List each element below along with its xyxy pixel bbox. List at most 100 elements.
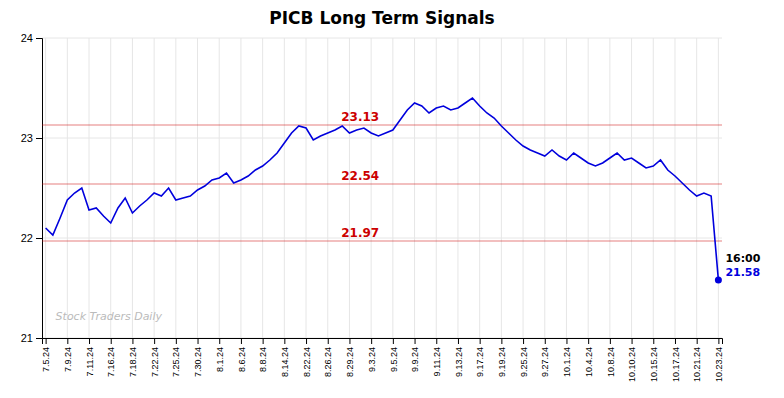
tick-mark bbox=[263, 338, 264, 344]
x-tick: 7.22.24 bbox=[150, 338, 160, 377]
x-tick-label: 10.21.24 bbox=[692, 347, 702, 382]
x-tick-label: 9.3.24 bbox=[367, 347, 377, 372]
grid-line bbox=[609, 38, 610, 338]
tick-mark bbox=[480, 338, 481, 344]
price-line bbox=[46, 98, 719, 280]
grid-line bbox=[523, 38, 524, 338]
grid-line bbox=[544, 38, 545, 338]
x-tick-label: 10.10.24 bbox=[627, 347, 637, 382]
axis-line bbox=[43, 339, 723, 345]
x-tick-label: 10.23.24 bbox=[714, 347, 724, 382]
y-tick: 24 bbox=[21, 32, 42, 44]
x-tick: 7.30.24 bbox=[193, 338, 203, 377]
end-label: 21.58 bbox=[725, 266, 760, 279]
grid-line bbox=[414, 38, 415, 338]
x-tick-label: 8.29.24 bbox=[345, 347, 355, 377]
x-tick-label: 7.16.24 bbox=[106, 347, 116, 377]
grid-line bbox=[175, 38, 176, 338]
grid-line bbox=[306, 38, 307, 338]
y-axis: 21222324 bbox=[21, 32, 43, 344]
x-tick: 8.14.24 bbox=[280, 338, 290, 377]
grid-line bbox=[284, 38, 285, 338]
x-tick: 10.1.24 bbox=[562, 338, 572, 377]
x-tick: 8.26.24 bbox=[323, 338, 333, 377]
watermark: Stock Traders Daily bbox=[56, 310, 163, 323]
tick-mark bbox=[36, 338, 42, 339]
x-tick: 8.8.24 bbox=[258, 338, 268, 372]
x-tick-label: 9.5.24 bbox=[389, 347, 399, 372]
y-tick: 23 bbox=[21, 132, 42, 144]
tick-mark bbox=[393, 338, 394, 344]
reference-line bbox=[42, 124, 722, 125]
grid-line bbox=[154, 38, 155, 338]
tick-mark bbox=[523, 338, 524, 344]
x-tick-label: 9.19.24 bbox=[497, 347, 507, 377]
x-tick: 9.27.24 bbox=[540, 338, 550, 377]
end-label: 16:00 bbox=[725, 252, 760, 265]
tick-mark bbox=[36, 38, 42, 39]
tick-mark bbox=[241, 338, 242, 344]
x-tick-label: 7.11.24 bbox=[85, 347, 95, 376]
x-tick: 9.11.24 bbox=[432, 338, 442, 376]
x-tick-label: 8.8.24 bbox=[258, 347, 268, 372]
grid-line bbox=[674, 38, 675, 338]
x-tick-label: 9.11.24 bbox=[432, 347, 442, 376]
reference-line bbox=[42, 240, 722, 241]
x-tick: 10.23.24 bbox=[714, 338, 724, 382]
x-tick: 7.16.24 bbox=[106, 338, 116, 377]
tick-mark bbox=[328, 338, 329, 344]
x-tick-label: 7.18.24 bbox=[128, 347, 138, 377]
grid-line bbox=[219, 38, 220, 338]
y-tick-label: 23 bbox=[21, 132, 33, 144]
grid-line bbox=[631, 38, 632, 338]
x-tick-label: 7.25.24 bbox=[171, 347, 181, 377]
grid-line bbox=[653, 38, 654, 338]
grid-line bbox=[349, 38, 350, 338]
tick-mark bbox=[610, 338, 611, 344]
grid-line bbox=[89, 38, 90, 338]
tick-mark bbox=[415, 338, 416, 344]
grid-line bbox=[132, 38, 133, 338]
x-tick: 8.22.24 bbox=[302, 338, 312, 377]
x-tick-label: 7.22.24 bbox=[150, 347, 160, 377]
reference-label: 23.13 bbox=[341, 110, 379, 124]
reference-line bbox=[42, 183, 722, 184]
grid-line bbox=[371, 38, 372, 338]
tick-mark bbox=[132, 338, 133, 344]
chart: 7.5.247.9.247.11.247.16.247.18.247.22.24… bbox=[0, 0, 784, 398]
tick-mark bbox=[67, 338, 68, 344]
data-layer bbox=[42, 98, 722, 284]
tick-mark bbox=[588, 338, 589, 344]
x-tick: 10.17.24 bbox=[671, 338, 681, 382]
reference-label: 22.54 bbox=[341, 169, 379, 183]
title: PICB Long Term Signals bbox=[269, 8, 494, 28]
x-tick: 9.5.24 bbox=[389, 338, 399, 372]
grid-line bbox=[42, 38, 722, 39]
tick-mark bbox=[306, 338, 307, 344]
x-tick-label: 7.30.24 bbox=[193, 347, 203, 377]
x-tick: 9.9.24 bbox=[410, 338, 420, 372]
y-tick-label: 24 bbox=[21, 32, 33, 44]
x-tick-label: 10.17.24 bbox=[671, 347, 681, 382]
grid-line bbox=[501, 38, 502, 338]
x-tick-label: 8.1.24 bbox=[215, 347, 225, 372]
axis-line bbox=[36, 39, 43, 339]
tick-mark bbox=[154, 338, 155, 344]
tick-mark bbox=[36, 138, 42, 139]
tick-mark bbox=[89, 338, 90, 344]
tick-mark bbox=[653, 338, 654, 344]
tick-mark bbox=[36, 238, 42, 239]
grid-line bbox=[588, 38, 589, 338]
tick-mark bbox=[697, 338, 698, 344]
x-tick-label: 8.26.24 bbox=[323, 347, 333, 377]
x-tick: 10.4.24 bbox=[584, 338, 594, 377]
y-tick: 22 bbox=[21, 232, 42, 244]
tick-mark bbox=[566, 338, 567, 344]
grid-line bbox=[45, 38, 46, 338]
grid-line bbox=[67, 38, 68, 338]
tick-mark bbox=[46, 338, 47, 344]
x-tick: 7.25.24 bbox=[171, 338, 181, 377]
grid-line bbox=[262, 38, 263, 338]
grid-line bbox=[718, 38, 719, 338]
grid-line bbox=[240, 38, 241, 338]
